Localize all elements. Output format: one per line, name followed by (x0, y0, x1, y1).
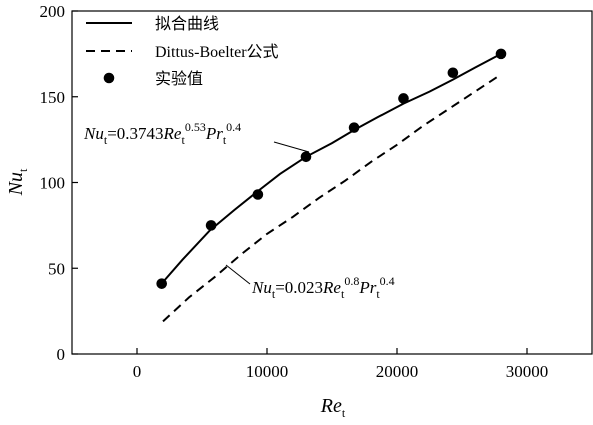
legend-label: 拟合曲线 (155, 15, 219, 33)
axis-titles: Ret Nut (5, 168, 346, 420)
data-point (348, 122, 360, 133)
y-tick-label: 100 (40, 174, 66, 193)
data-point (398, 93, 409, 104)
x-axis-title: Ret (320, 395, 346, 420)
series-layer (156, 48, 507, 323)
y-tick-label: 50 (48, 259, 65, 278)
db-equation-label: Nut=0.023Ret0.8Prt0.4 (251, 274, 395, 301)
legend-label: Dittus-Boelter公式 (155, 43, 279, 61)
x-tick-label: 30000 (506, 362, 549, 381)
fit-curve-line (162, 53, 502, 283)
x-tick-label: 20000 (376, 362, 419, 381)
data-point (495, 48, 507, 60)
data-point (252, 189, 264, 200)
legend-label: 实验值 (155, 70, 203, 88)
fit-leader-line (273, 141, 310, 153)
x-tick-label: 10000 (246, 362, 289, 381)
y-tick-label: 150 (40, 88, 66, 107)
y-tick-label: 0 (57, 345, 66, 364)
data-point (447, 67, 459, 79)
dittus-boelter-line (162, 73, 502, 323)
data-point (205, 220, 217, 231)
legend-swatch-marker (103, 72, 115, 84)
data-point (300, 151, 312, 163)
x-tick-label: 0 (133, 362, 142, 381)
y-tick-label: 200 (40, 2, 66, 21)
plot-border (71, 10, 593, 355)
data-point (156, 278, 167, 289)
plot-frame (71, 10, 593, 355)
annotations: Nut=0.3743Ret0.53Prt0.4 Nut=0.023Ret0.8Pr… (83, 120, 395, 301)
axis-ticks: 0 10000 20000 30000 0 50 100 150 200 (40, 2, 549, 381)
fit-equation-label: Nut=0.3743Ret0.53Prt0.4 (83, 120, 241, 147)
y-axis-title: Nut (5, 168, 30, 196)
db-leader-line (225, 264, 251, 285)
